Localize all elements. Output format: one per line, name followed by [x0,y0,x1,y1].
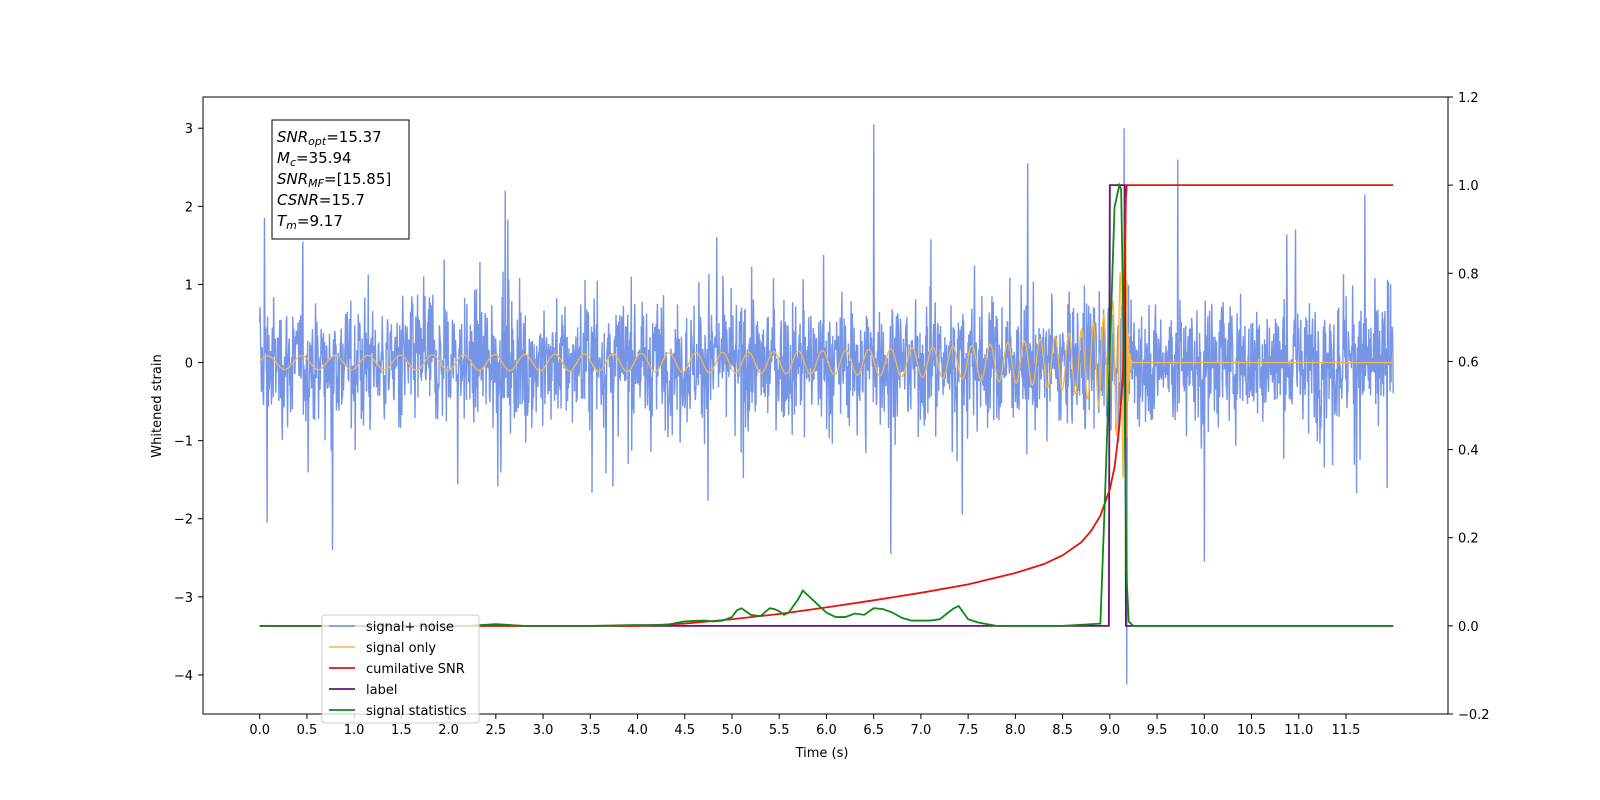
annotation-line: Tm=9.17 [277,212,343,232]
x-tick-label: 2.5 [485,723,506,738]
y-right-tick-label: 0.2 [1458,532,1479,547]
x-tick-label: 1.0 [344,723,365,738]
y-right-tick-label: 0.6 [1458,355,1479,370]
x-tick-label: 11.5 [1332,723,1361,738]
y-right-tick-label: 1.2 [1458,91,1479,106]
series-layer [258,124,1394,685]
legend-item-cumilative-snr: cumilative SNR [329,662,465,677]
series-signal-only [259,194,1394,478]
legend-item-signal-noise: signal+ noise [329,620,454,635]
x-tick-label: 11.0 [1284,723,1313,738]
legend-label: signal only [366,641,436,656]
series-signal-noise [258,124,1394,685]
y-right-tick-label: 0.4 [1458,444,1479,459]
legend-label: cumilative SNR [366,662,465,677]
x-tick-label: 4.5 [674,723,695,738]
x-tick-label: 5.5 [769,723,790,738]
annotation-box: SNRopt=15.37Mc=35.94SNRMF=[15.85]CSNR=15… [271,119,410,240]
y-right-tick-label: 1.0 [1458,179,1479,194]
y-left-tick-label: 1 [185,278,193,293]
y-axis-right: 1.2 1.0 0.8 0.6 0.4 0.2 0.0 −0.2 [1448,91,1490,723]
legend-label: signal statistics [366,704,467,719]
y-left-tick-label: −3 [174,591,193,606]
y-axis-label: Whitened strain [150,354,165,457]
x-axis: 0.0 0.5 1.0 1.5 2.0 2.5 3.0 3.5 4.0 4.5 5.0 5.5 6.0 6… [249,714,1360,738]
x-tick-label: 7.5 [958,723,979,738]
x-tick-label: 0.0 [249,723,270,738]
y-left-tick-label: −4 [174,669,193,684]
x-tick-label: 8.5 [1052,723,1073,738]
x-tick-label: 6.5 [863,723,884,738]
annotation-line: Mc=35.94 [277,149,352,169]
y-right-tick-label: −0.2 [1458,708,1490,723]
annotation-line: SNRMF=[15.85] [277,170,391,190]
series-cumilative-snr [259,184,1394,627]
x-tick-label: 9.5 [1147,723,1168,738]
legend-item-signal-statistics: signal statistics [329,704,467,719]
x-tick-label: 6.0 [816,723,837,738]
x-tick-label: 0.5 [297,723,318,738]
x-tick-label: 5.0 [722,723,743,738]
x-tick-label: 9.0 [1099,723,1120,738]
x-tick-label: 2.0 [438,723,459,738]
x-tick-label: 3.5 [580,723,601,738]
y-left-tick-label: 3 [185,122,193,137]
x-tick-label: 10.0 [1190,723,1219,738]
y-left-tick-label: 2 [185,200,193,215]
x-tick-label: 4.0 [627,723,648,738]
legend-frame [321,614,480,724]
x-tick-label: 7.0 [911,723,932,738]
x-tick-label: 3.0 [533,723,554,738]
x-tick-label: 10.5 [1237,723,1266,738]
y-left-tick-label: −2 [174,513,193,528]
y-right-tick-label: 0.0 [1458,620,1479,635]
legend-item-signal-only: signal only [329,641,436,656]
annotation-line: SNRopt=15.37 [277,128,382,148]
legend-label: label [366,683,397,698]
legend-item-label: label [329,683,397,698]
y-right-tick-label: 0.8 [1458,267,1479,282]
plot-frame [202,96,1449,715]
y-left-tick-label: 0 [185,357,193,372]
legend-label: signal+ noise [366,620,454,635]
x-tick-label: 8.0 [1005,723,1026,738]
x-axis-label: Time (s) [795,746,849,761]
series-signal-statistics [259,182,1394,627]
y-left-tick-label: −1 [174,435,193,450]
annotation-frame [271,119,410,240]
legend: signal+ noise signal only cumilative SNR la… [321,614,480,724]
y-axis-left: 3 2 1 0 −1 −2 −3 −4 [174,122,203,684]
x-tick-label: 1.5 [391,723,412,738]
annotation-line: CSNR=15.7 [277,191,365,209]
